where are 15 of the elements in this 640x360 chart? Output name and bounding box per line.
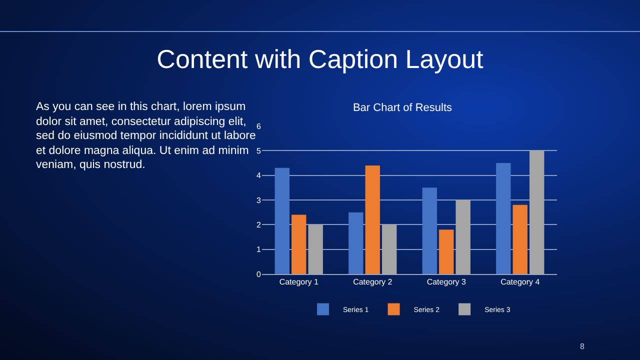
chart-title: Bar Chart of Results [352, 102, 453, 114]
y-tick-label: 5 [256, 146, 262, 156]
x-tick-label: Category 4 [500, 278, 540, 287]
y-tick-label: 2 [256, 220, 262, 230]
text: 8 [580, 342, 584, 351]
y-tick-label: 3 [256, 196, 262, 205]
x-tick-label: Category 1 [279, 278, 319, 287]
y-tick-label: 6 [256, 122, 262, 131]
y-tick-label: 0 [256, 270, 262, 279]
text: Content with Caption Layout [156, 44, 484, 75]
x-tick-label: Category 2 [353, 278, 393, 287]
y-tick-label: 1 [256, 245, 262, 254]
x-tick-label: Category 3 [426, 278, 466, 287]
text: As you can see in this chart, lorem ipsum dolor sit amet, consectetur adipiscing elit, sed do eiusmod tempor incididunt ut labore et dolore magna aliqua. Ut enim ad minim veniam, quis nostrud. [36, 100, 256, 172]
y-tick-label: 4 [256, 171, 262, 180]
